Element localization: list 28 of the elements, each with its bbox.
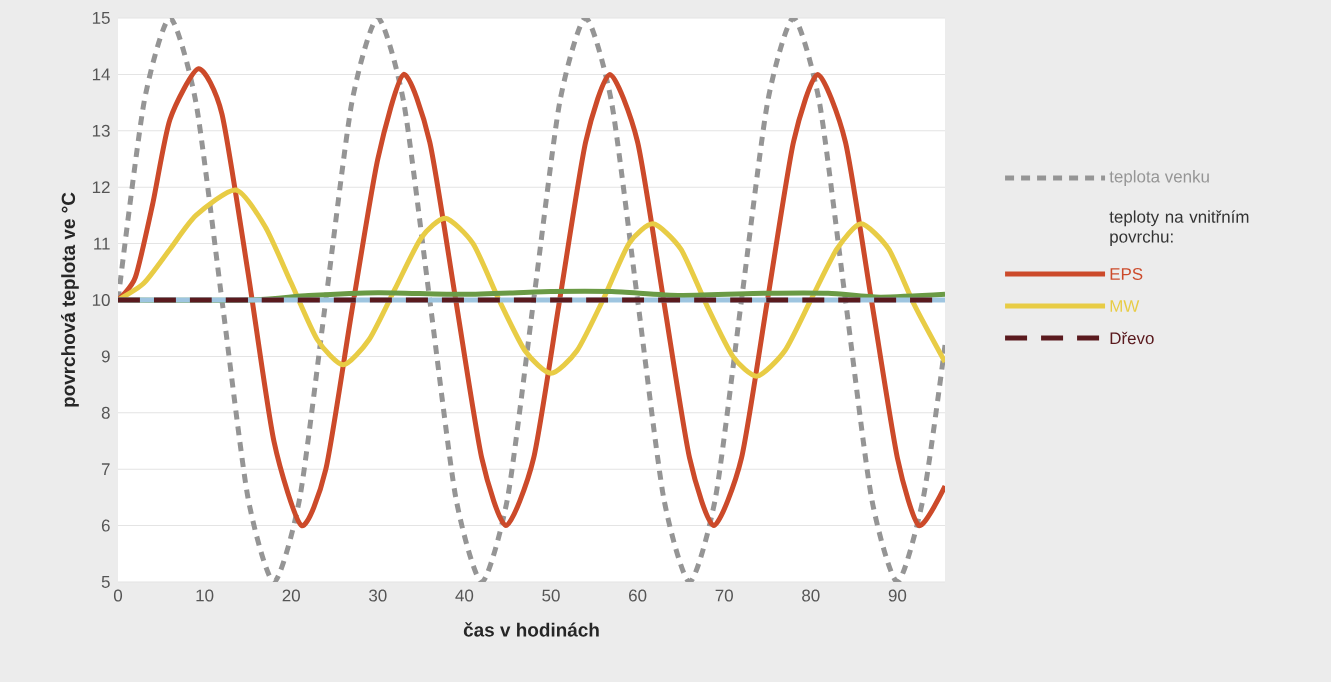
x-tick-label: 50 — [542, 589, 560, 602]
y-tick-label: 6 — [101, 519, 110, 532]
x-axis-title: čas v hodinách — [463, 622, 599, 637]
y-tick-label: 10 — [92, 293, 110, 306]
y-axis-title: povrchová teplota ve °C — [61, 192, 79, 407]
y-tick-label: 8 — [101, 406, 110, 419]
legend-title: teploty na vnitřním povrchu: — [1109, 210, 1249, 247]
y-tick-label: 15 — [92, 12, 110, 24]
y-tick-label: 12 — [92, 181, 110, 194]
x-tick-label: 70 — [715, 589, 733, 602]
x-tick-label: 80 — [802, 589, 820, 602]
text: teplota venku — [1109, 170, 1209, 186]
x-tick-label: 60 — [629, 589, 647, 602]
x-tick-label: 20 — [282, 589, 300, 602]
text: EPS — [1110, 267, 1143, 280]
y-tick-label: 5 — [101, 576, 110, 588]
y-tick-label: 7 — [101, 463, 110, 476]
x-tick-label: 40 — [455, 589, 474, 602]
y-tick-label: 13 — [92, 124, 110, 137]
y-tick-label: 11 — [94, 237, 110, 250]
x-tick-label: 10 — [196, 589, 214, 602]
x-tick-label: 30 — [369, 589, 387, 602]
text: MW — [1110, 300, 1140, 312]
x-tick-label: 90 — [888, 589, 907, 602]
text: Dřevo — [1110, 331, 1154, 345]
x-tick-label: 0 — [113, 589, 123, 602]
y-tick-label: 14 — [92, 68, 110, 81]
y-tick-label: 9 — [101, 350, 110, 363]
